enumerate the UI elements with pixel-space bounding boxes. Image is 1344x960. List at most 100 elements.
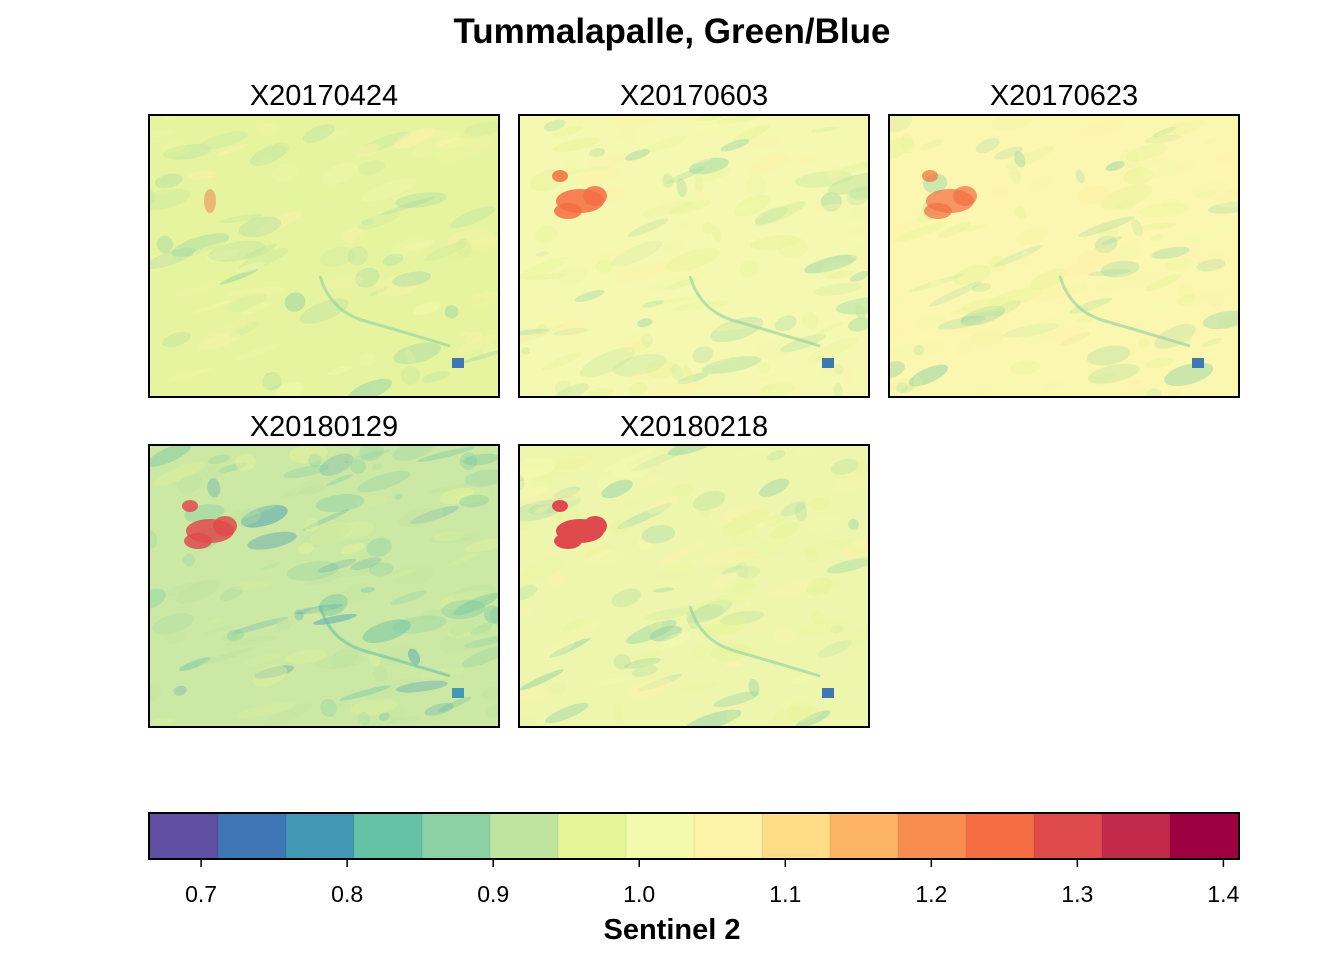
raster-texture	[469, 627, 492, 636]
raster-texture	[616, 503, 672, 530]
raster-texture	[453, 592, 498, 616]
raster-texture	[725, 660, 743, 668]
raster-texture	[691, 132, 702, 139]
raster-texture	[429, 532, 480, 544]
raster-texture	[172, 686, 182, 696]
raster-texture	[682, 252, 709, 267]
raster-background	[150, 446, 498, 726]
raster-texture	[1020, 250, 1031, 267]
raster-texture	[598, 476, 617, 493]
raster-texture	[525, 489, 585, 505]
raster-texture	[319, 453, 354, 477]
raster-texture	[150, 188, 191, 211]
raster-texture	[989, 255, 1007, 272]
raster-texture	[574, 289, 605, 303]
raster-texture	[445, 241, 482, 265]
raster-texture	[549, 571, 564, 588]
raster-texture	[544, 702, 589, 724]
raster-texture	[199, 131, 248, 150]
raster-texture	[670, 483, 695, 497]
raster-texture	[464, 538, 498, 553]
raster-background	[150, 116, 498, 396]
raster-texture	[237, 702, 296, 719]
raster-texture	[1196, 259, 1226, 272]
colorbar-swatch	[1102, 814, 1171, 858]
raster-texture	[1166, 161, 1196, 175]
raster-texture	[389, 568, 418, 579]
raster-water	[452, 688, 464, 698]
raster-texture	[352, 222, 405, 247]
raster-texture	[710, 591, 753, 608]
raster-texture	[808, 513, 841, 536]
raster-texture	[1201, 338, 1223, 347]
raster-texture	[849, 185, 868, 200]
raster-texture	[520, 466, 544, 482]
raster-texture	[388, 716, 420, 725]
colorbar-tick-label: 0.9	[477, 881, 509, 907]
raster-texture	[179, 383, 199, 393]
raster-panel-3	[888, 114, 1240, 398]
raster-texture	[360, 587, 375, 593]
raster-texture	[719, 610, 765, 625]
raster-texture	[710, 642, 751, 662]
raster-texture	[371, 381, 394, 393]
raster-texture	[647, 494, 679, 514]
raster-ridge	[688, 605, 821, 678]
raster-texture	[584, 543, 612, 558]
raster-texture	[826, 557, 868, 574]
raster-texture	[459, 494, 489, 508]
raster-texture	[322, 275, 364, 289]
raster-texture	[326, 365, 352, 376]
raster-texture	[163, 116, 181, 121]
raster-texture	[1151, 298, 1165, 317]
raster-texture	[1191, 288, 1238, 300]
raster-hotspot	[552, 170, 568, 182]
raster-texture	[440, 590, 498, 611]
raster-texture	[628, 382, 647, 396]
raster-texture	[804, 254, 857, 274]
raster-texture	[769, 521, 801, 540]
raster-texture	[993, 244, 1044, 268]
raster-texture	[676, 178, 687, 198]
raster-texture	[580, 347, 636, 378]
raster-texture	[711, 224, 722, 242]
raster-texture	[677, 372, 709, 385]
raster-texture	[722, 565, 743, 575]
raster-texture	[626, 620, 677, 645]
raster-texture	[1152, 126, 1177, 138]
raster-texture	[410, 505, 460, 524]
raster-texture	[162, 581, 207, 597]
raster-texture	[439, 634, 476, 654]
raster-texture	[611, 588, 642, 608]
raster-texture	[269, 383, 326, 396]
raster-texture	[366, 537, 392, 557]
raster-texture	[1092, 372, 1118, 385]
raster-texture	[1141, 157, 1178, 179]
raster-texture	[339, 582, 373, 604]
colorbar-swatches	[150, 814, 1238, 858]
raster-texture	[637, 318, 653, 328]
raster-texture	[1119, 149, 1140, 169]
raster-texture	[704, 119, 733, 139]
raster-texture	[609, 519, 630, 534]
raster-texture	[645, 359, 676, 379]
raster-texture	[710, 516, 753, 527]
raster-texture	[1135, 222, 1178, 231]
raster-texture	[520, 585, 538, 601]
raster-texture	[368, 562, 394, 577]
raster-texture	[684, 709, 742, 726]
raster-texture	[646, 135, 687, 152]
raster-texture	[457, 334, 498, 353]
raster-texture	[355, 267, 380, 288]
raster-texture	[548, 638, 591, 658]
raster-texture	[610, 116, 664, 131]
raster-texture	[283, 464, 329, 479]
raster-texture	[524, 273, 567, 281]
raster-texture	[421, 371, 450, 383]
raster-texture	[780, 334, 826, 353]
colorbar-tick-label: 0.7	[185, 881, 217, 907]
raster-texture	[439, 487, 474, 505]
raster-texture	[641, 332, 654, 348]
raster-texture	[778, 238, 809, 258]
raster-background	[890, 116, 1238, 396]
